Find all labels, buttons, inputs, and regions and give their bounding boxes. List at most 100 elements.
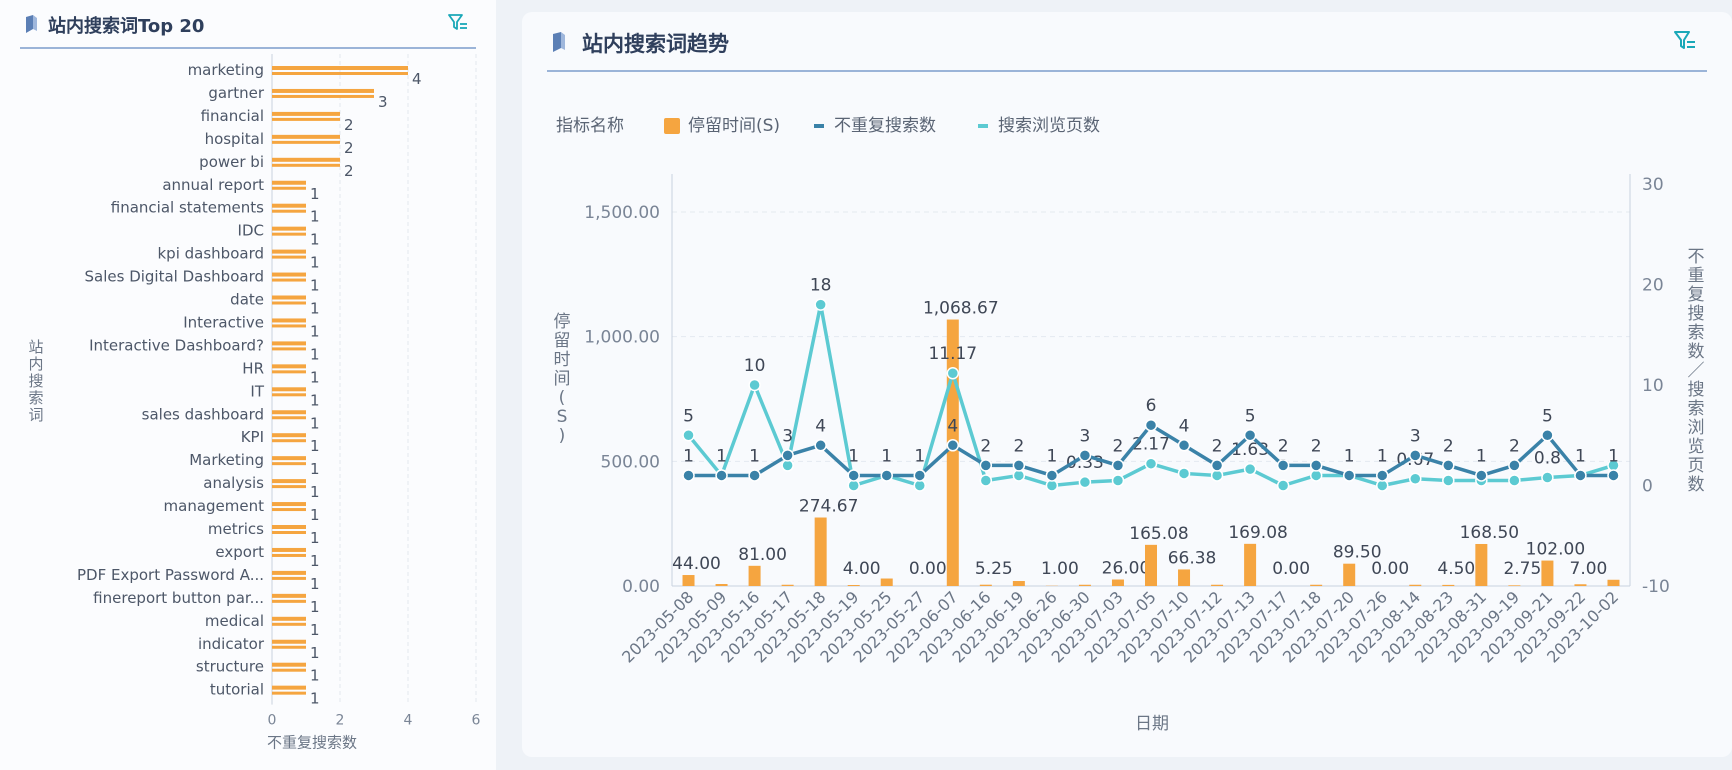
bar (1343, 563, 1356, 586)
bar-value-label: 1 (310, 598, 320, 616)
bar (682, 575, 695, 586)
filter-icon[interactable] (1674, 31, 1696, 51)
line-value-label: 5 (1245, 406, 1256, 426)
line-point (1111, 474, 1125, 487)
line-value-label: 1 (848, 446, 859, 466)
bar (272, 347, 306, 351)
bar (272, 72, 408, 75)
line-point (1607, 469, 1620, 482)
line-value-label: 10 (744, 356, 766, 376)
bar (814, 517, 827, 586)
legend-swatch-bar (664, 118, 680, 134)
bar (272, 416, 306, 420)
bar (272, 255, 306, 259)
bar (272, 485, 306, 489)
line-point (682, 469, 695, 482)
bar (272, 456, 306, 461)
line-value-label: 18 (810, 276, 832, 296)
left-title-divider (20, 47, 476, 49)
y-axis-title-char: 搜 (28, 372, 43, 390)
line-value-label: 2 (1311, 436, 1322, 456)
bar-value-label: 4 (412, 70, 422, 88)
bar (272, 508, 306, 512)
category-label: medical (205, 612, 264, 630)
category-label: marketing (188, 61, 264, 79)
line-point (1276, 479, 1290, 492)
bar-value-label: 1 (310, 460, 320, 478)
bar-value-label: 1 (310, 300, 320, 318)
category-label: IT (250, 382, 264, 400)
bar-value-label: 26.00 (1102, 559, 1151, 579)
y-left-tick-label: 1,500.00 (584, 203, 660, 223)
line-value-label: 2 (1212, 436, 1223, 456)
line-point (1012, 459, 1026, 472)
bar (748, 565, 761, 586)
bar (880, 578, 893, 586)
bar (272, 209, 306, 213)
right-panel-title: 站内搜索词趋势 (582, 32, 729, 56)
category-label: financial (201, 107, 264, 125)
bar (272, 272, 306, 277)
line-value-label: 2.17 (1132, 435, 1170, 455)
filter-icon[interactable] (448, 14, 468, 32)
y-right-title-char: ／ (1688, 361, 1705, 381)
bar (272, 88, 374, 93)
y-right-title-char: 页 (1688, 456, 1705, 476)
line-value-label: 4 (947, 416, 958, 436)
bar (272, 186, 306, 190)
bar (272, 547, 306, 552)
y-axis-title-char: 站 (28, 338, 43, 356)
bar (272, 576, 306, 580)
bar-value-label: 1 (310, 437, 320, 455)
line-value-label: 1 (1608, 446, 1619, 466)
bar (272, 462, 306, 466)
bar (272, 117, 340, 121)
bar (1211, 584, 1224, 586)
bar-value-label: 1 (310, 621, 320, 639)
bar (272, 685, 306, 690)
y-left-tick-label: 1,000.00 (584, 328, 660, 348)
bar-value-label: 1 (310, 208, 320, 226)
x-axis-title: 不重复搜索数 (267, 734, 357, 752)
bar (272, 111, 340, 116)
y-left-title-char: 间 (554, 369, 571, 389)
y-axis-title-char: 内 (28, 355, 43, 373)
bar (1574, 584, 1587, 586)
bar (272, 570, 306, 575)
line-point (1475, 469, 1488, 482)
bar-value-label: 168.50 (1460, 523, 1519, 543)
bar-value-label: 2 (344, 116, 354, 134)
y-right-title-char: 搜 (1688, 380, 1705, 400)
category-label: date (230, 291, 264, 309)
category-label: management (164, 497, 265, 515)
line-value-label: 5 (1542, 406, 1553, 426)
y-right-tick-label: -10 (1642, 577, 1670, 597)
right-panel: 站内搜索词趋势 指标名称 停留时间(S) 不重复搜索数 搜索浏览页数 0.00 500.0… (522, 12, 1732, 757)
y-axis-title-char: 词 (28, 406, 43, 424)
y-axis-title-char: 索 (28, 389, 43, 407)
bar (272, 134, 340, 139)
bar-value-label: 44.00 (672, 554, 721, 574)
bar (272, 439, 306, 443)
line-point (1144, 457, 1158, 470)
bar (1541, 560, 1554, 586)
line-point (946, 439, 960, 452)
y-right-title-char: 复 (1688, 285, 1705, 305)
bar (272, 525, 306, 529)
line-point (880, 469, 893, 482)
bar (272, 645, 306, 649)
bar-value-label: 1 (310, 414, 320, 432)
line-point (1342, 469, 1356, 482)
y-right-title-char: 不 (1688, 247, 1705, 267)
x-tick-label: 0 (268, 713, 277, 729)
bar (272, 157, 340, 162)
bar (272, 66, 408, 70)
line-value-label: 1 (1476, 446, 1487, 466)
bar-value-label: 3 (378, 93, 388, 111)
bar-value-label: 1 (310, 391, 320, 409)
line-value-label: 1 (1046, 446, 1057, 466)
bar-value-label: 89.50 (1333, 543, 1382, 563)
category-label: Sales Digital Dashboard (85, 268, 265, 286)
line-point (781, 449, 794, 462)
line-value-label: 2 (980, 436, 991, 456)
